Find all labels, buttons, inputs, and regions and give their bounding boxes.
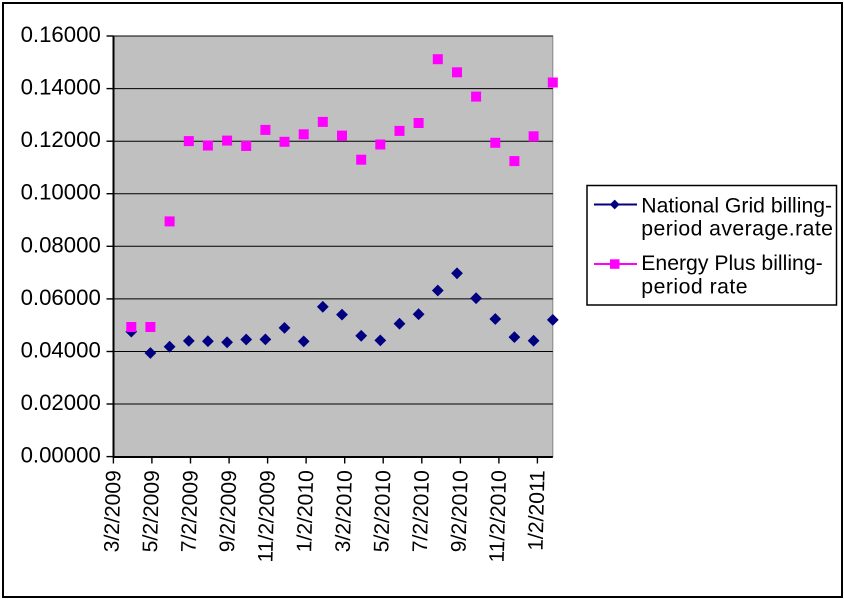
svg-text:0.04000: 0.04000 bbox=[21, 338, 101, 363]
svg-text:0.14000: 0.14000 bbox=[21, 75, 101, 100]
svg-text:9/2/2010: 9/2/2010 bbox=[447, 470, 472, 553]
svg-text:0.06000: 0.06000 bbox=[21, 285, 101, 310]
svg-text:3/2/2009: 3/2/2009 bbox=[100, 470, 125, 553]
svg-text:11/2/2010: 11/2/2010 bbox=[486, 470, 511, 563]
svg-text:3/2/2010: 3/2/2010 bbox=[332, 470, 357, 553]
svg-text:National Grid billing-: National Grid billing- bbox=[641, 194, 832, 217]
svg-text:5/2/2010: 5/2/2010 bbox=[370, 470, 395, 553]
svg-text:period rate: period rate bbox=[641, 275, 748, 298]
svg-text:0.10000: 0.10000 bbox=[21, 180, 101, 205]
svg-text:Energy Plus billing-: Energy Plus billing- bbox=[641, 252, 822, 275]
svg-text:7/2/2009: 7/2/2009 bbox=[178, 470, 203, 553]
svg-text:0.12000: 0.12000 bbox=[21, 127, 101, 152]
svg-text:0.08000: 0.08000 bbox=[21, 232, 101, 257]
svg-text:7/2/2010: 7/2/2010 bbox=[409, 470, 434, 553]
svg-text:5/2/2009: 5/2/2009 bbox=[139, 470, 164, 553]
svg-text:11/2/2009: 11/2/2009 bbox=[254, 470, 279, 563]
svg-text:0.00000: 0.00000 bbox=[21, 443, 101, 468]
svg-text:1/2/2010: 1/2/2010 bbox=[293, 470, 318, 553]
svg-text:1/2/2011: 1/2/2011 bbox=[524, 470, 549, 551]
svg-text:0.02000: 0.02000 bbox=[21, 390, 101, 415]
svg-text:9/2/2009: 9/2/2009 bbox=[216, 470, 241, 553]
svg-text:0.16000: 0.16000 bbox=[21, 22, 101, 47]
svg-text:period average.rate: period average.rate bbox=[641, 218, 833, 241]
